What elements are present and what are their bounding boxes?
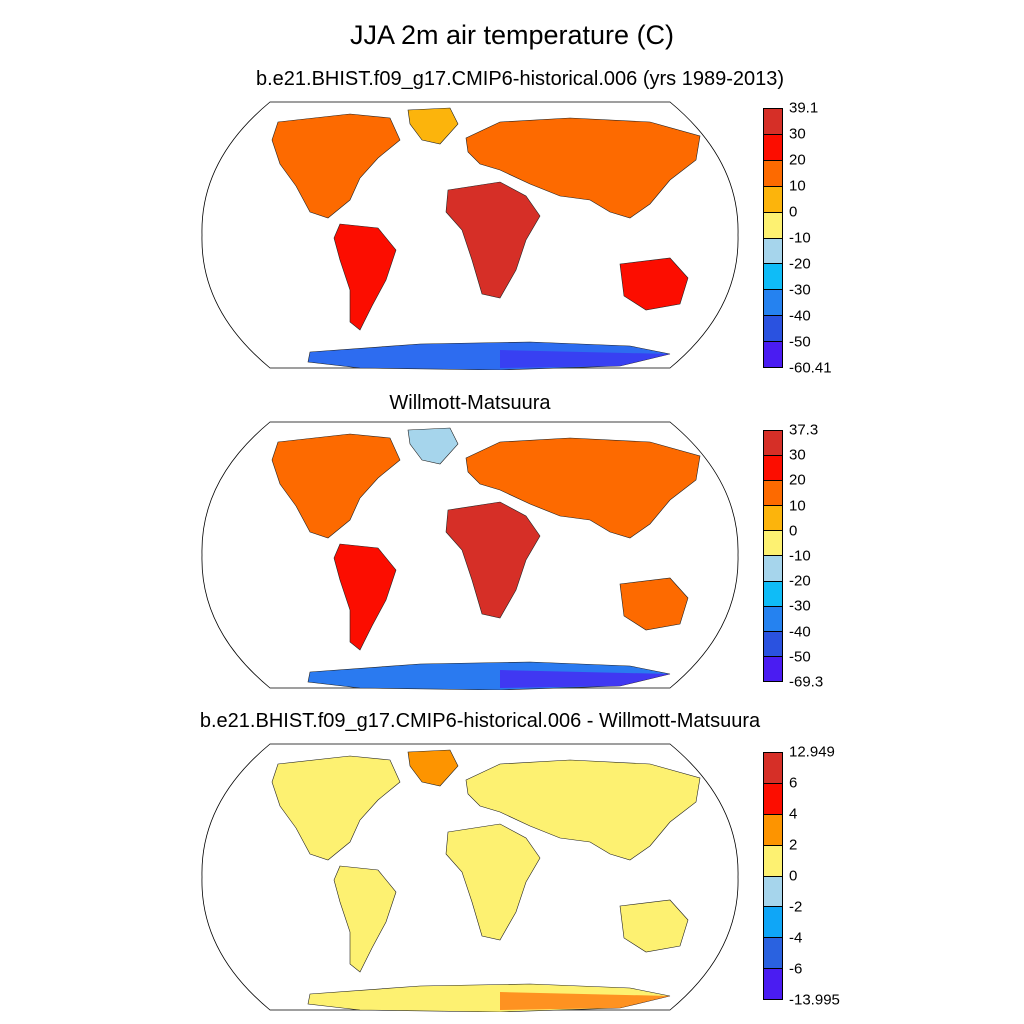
colorbar-label: 39.1 bbox=[789, 99, 819, 117]
australia bbox=[619, 899, 689, 953]
colorbar-swatch bbox=[764, 186, 782, 213]
africa bbox=[445, 181, 541, 299]
colorbar-swatch bbox=[764, 907, 782, 939]
world-map bbox=[201, 743, 739, 1013]
south-america bbox=[333, 865, 397, 973]
africa bbox=[445, 501, 541, 619]
colorbar-label: 10 bbox=[789, 177, 806, 195]
eurasia bbox=[465, 437, 701, 539]
panel-3-colorbar: 12.949 6 4 2 0 -2 -4 -6 -13.995 bbox=[763, 744, 883, 1009]
colorbar-label: 20 bbox=[789, 151, 806, 169]
south-america bbox=[333, 223, 397, 331]
world-map bbox=[201, 421, 739, 691]
colorbar-label: -50 bbox=[789, 333, 811, 351]
colorbar-boxes bbox=[763, 752, 783, 1000]
colorbar-label: 30 bbox=[789, 125, 806, 143]
antarctica-edge bbox=[500, 992, 670, 1010]
north-america bbox=[271, 113, 401, 219]
colorbar-label: -10 bbox=[789, 229, 811, 247]
colorbar-swatch bbox=[764, 109, 782, 135]
colorbar-swatch bbox=[764, 631, 782, 657]
colorbar-label: -40 bbox=[789, 307, 811, 325]
colorbar-swatch bbox=[764, 814, 782, 846]
colorbar-swatch bbox=[764, 581, 782, 607]
colorbar-swatch bbox=[764, 969, 782, 999]
north-america bbox=[271, 433, 401, 539]
colorbar-label: -30 bbox=[789, 597, 811, 615]
north-america bbox=[271, 755, 401, 861]
colorbar-swatch bbox=[764, 481, 782, 507]
antarctica-edge bbox=[500, 670, 670, 688]
colorbar-label: 0 bbox=[789, 867, 798, 885]
colorbar-boxes bbox=[763, 430, 783, 682]
colorbar-swatch bbox=[764, 606, 782, 632]
colorbar-boxes bbox=[763, 108, 783, 368]
colorbar-label: 4 bbox=[789, 805, 798, 823]
colorbar-swatch bbox=[764, 845, 782, 877]
colorbar-label: 12.949 bbox=[789, 743, 835, 761]
figure-title: JJA 2m air temperature (C) bbox=[349, 20, 675, 50]
antarctica-edge bbox=[500, 350, 670, 368]
colorbar-label: -50 bbox=[789, 648, 811, 666]
panel-1-colorbar: 39.1 30 20 10 0 -10 -20 -30 -40 -50 -60.41 bbox=[763, 100, 883, 377]
colorbar-swatch bbox=[764, 212, 782, 239]
colorbar-swatch bbox=[764, 876, 782, 908]
panel-3-subtitle: b.e21.BHIST.f09_g17.CMIP6-historical.006… bbox=[199, 710, 761, 732]
greenland bbox=[407, 749, 459, 787]
greenland bbox=[407, 107, 459, 145]
colorbar-swatch bbox=[764, 556, 782, 582]
panel-2-colorbar: 37.3 30 20 10 0 -10 -20 -30 -40 -50 -69.3 bbox=[763, 422, 883, 691]
colorbar-swatch bbox=[764, 342, 782, 368]
colorbar-label: -30 bbox=[789, 281, 811, 299]
colorbar-label: 0 bbox=[789, 203, 798, 221]
colorbar-label: 0 bbox=[789, 522, 798, 540]
eurasia bbox=[465, 759, 701, 861]
colorbar-label: 2 bbox=[789, 836, 798, 854]
colorbar-label: 6 bbox=[789, 774, 798, 792]
eurasia bbox=[465, 117, 701, 219]
colorbar-swatch bbox=[764, 431, 782, 457]
colorbar-label: 10 bbox=[789, 497, 806, 515]
colorbar-swatch bbox=[764, 238, 782, 265]
colorbar-label: -2 bbox=[789, 898, 803, 916]
panel-2-map bbox=[200, 420, 740, 691]
panel-3-map bbox=[200, 742, 740, 1013]
colorbar-swatch bbox=[764, 160, 782, 187]
australia bbox=[619, 257, 689, 311]
panel-1-map bbox=[200, 100, 740, 371]
colorbar-label: -4 bbox=[789, 929, 803, 947]
world-map bbox=[201, 101, 739, 371]
colorbar-swatch bbox=[764, 290, 782, 317]
panel-2-subtitle: Willmott-Matsuura bbox=[389, 392, 551, 414]
colorbar-label: -10 bbox=[789, 547, 811, 565]
colorbar-swatch bbox=[764, 656, 782, 681]
colorbar-label: -40 bbox=[789, 623, 811, 641]
colorbar-swatch bbox=[764, 783, 782, 815]
panel-1-subtitle: b.e21.BHIST.f09_g17.CMIP6-historical.006… bbox=[255, 68, 785, 90]
colorbar-swatch bbox=[764, 316, 782, 343]
colorbar-swatch bbox=[764, 753, 782, 784]
colorbar-label: -13.995 bbox=[789, 991, 840, 1009]
australia bbox=[619, 577, 689, 631]
colorbar-swatch bbox=[764, 264, 782, 291]
colorbar-label: 30 bbox=[789, 446, 806, 464]
colorbar-swatch bbox=[764, 531, 782, 557]
colorbar-label: -6 bbox=[789, 960, 803, 978]
colorbar-swatch bbox=[764, 134, 782, 161]
colorbar-label: 20 bbox=[789, 471, 806, 489]
south-america bbox=[333, 543, 397, 651]
colorbar-label: -20 bbox=[789, 255, 811, 273]
greenland bbox=[407, 427, 459, 465]
colorbar-label: 37.3 bbox=[789, 421, 819, 439]
colorbar-label: -60.41 bbox=[789, 359, 832, 377]
colorbar-swatch bbox=[764, 938, 782, 970]
colorbar-label: -69.3 bbox=[789, 673, 824, 691]
colorbar-swatch bbox=[764, 506, 782, 532]
africa bbox=[445, 823, 541, 941]
colorbar-label: -20 bbox=[789, 572, 811, 590]
colorbar-swatch bbox=[764, 456, 782, 482]
